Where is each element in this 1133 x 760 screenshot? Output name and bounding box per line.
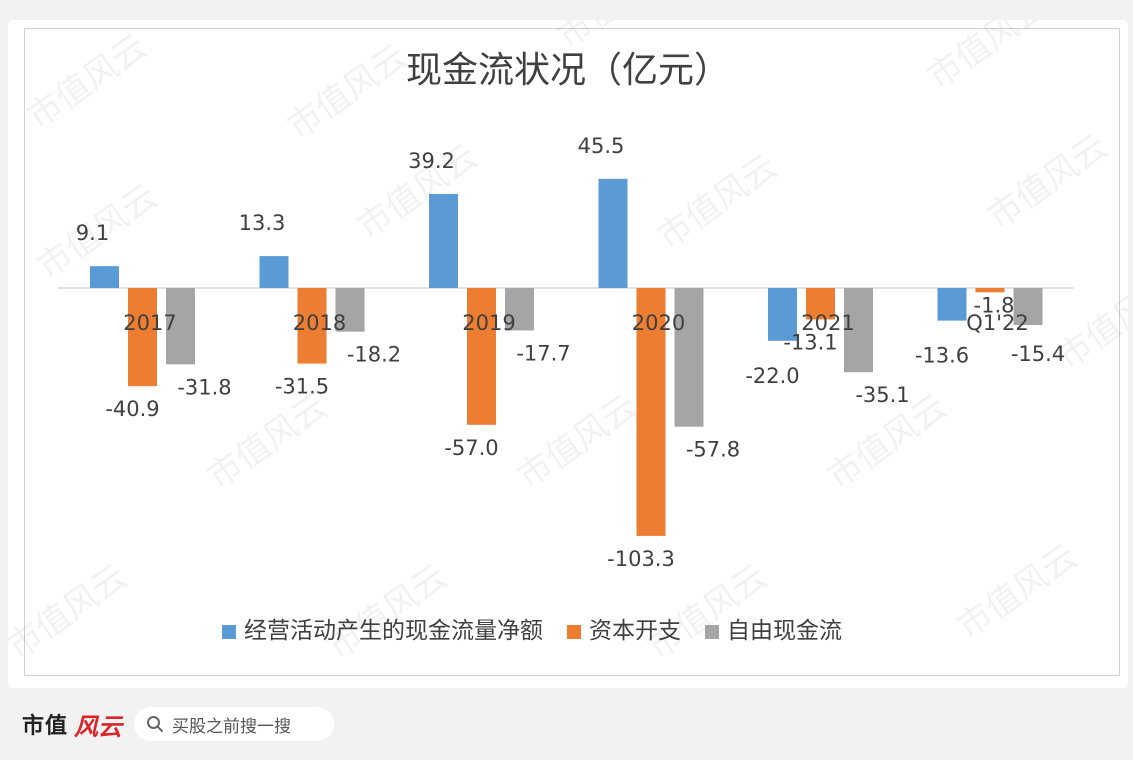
category-label: Q1'22: [966, 311, 1028, 335]
category-label: 2019: [462, 311, 515, 335]
bar-2020-series-1: [636, 288, 666, 536]
bar-2019-series-2: [505, 288, 534, 331]
legend-swatch: [222, 625, 236, 639]
bar-2017-series-2: [166, 288, 195, 365]
legend-swatch: [705, 625, 719, 639]
chart-card: 市值风云 市值风云 市值风云 市值风云 市值风云 市值风云 市值风云 市值风云 市值风云 市值风云…: [8, 20, 1128, 688]
search-box[interactable]: 买股之前搜一搜: [134, 707, 335, 741]
brand-logo[interactable]: 市值 风云: [22, 706, 122, 742]
bar-2021-series-0: [768, 288, 797, 341]
brand-name: 市值: [22, 713, 69, 739]
search-placeholder: 买股之前搜一搜: [172, 716, 292, 737]
bar-2021-series-1: [806, 288, 835, 320]
legend-label: 资本开支: [589, 618, 681, 644]
search-icon: [147, 716, 164, 732]
watermark: 市值风云: [320, 557, 454, 668]
data-label: -1.8: [974, 293, 1015, 317]
data-label: -13.1: [783, 330, 837, 354]
bar-Q122-series-2: [1013, 288, 1043, 325]
data-label: -40.9: [105, 397, 159, 421]
data-label: -35.1: [855, 383, 909, 407]
legend-swatch: [567, 625, 581, 639]
watermark: 市值风云: [950, 537, 1084, 648]
data-label: -15.4: [1011, 342, 1065, 366]
data-label: -17.7: [516, 341, 570, 365]
data-label: -31.8: [177, 375, 231, 399]
bar-2020-series-2: [674, 288, 704, 427]
chart-frame: [24, 28, 1120, 676]
data-label: -57.8: [686, 438, 740, 462]
data-label: 9.1: [76, 221, 109, 245]
bar-2017-series-0: [90, 266, 119, 288]
bar-Q122-series-1: [975, 288, 1005, 293]
watermark: 市值风云: [8, 557, 135, 668]
category-label: 2018: [293, 311, 346, 335]
bar-2021-series-2: [844, 288, 873, 373]
footer: 市值 风云 买股之前搜一搜: [22, 706, 335, 742]
watermark: 市值风云: [920, 20, 1054, 97]
watermark: 市值风云: [640, 557, 774, 668]
watermark: 市值风云: [20, 27, 154, 138]
legend-label: 自由现金流: [727, 618, 842, 644]
watermark: 市值风云: [980, 127, 1114, 238]
data-label: 13.3: [239, 211, 286, 235]
watermark: 市值风云: [200, 387, 334, 498]
bar-2017-series-1: [128, 288, 157, 387]
legend-label: 经营活动产生的现金流量净额: [244, 618, 543, 644]
watermark: 市值风云: [650, 147, 784, 258]
brand-script: 风云: [74, 711, 123, 741]
data-label: -22.0: [745, 364, 799, 388]
watermark: 市值风云: [280, 37, 414, 148]
data-label: -57.0: [444, 436, 498, 460]
category-label: 2021: [801, 311, 854, 335]
category-label: 2020: [632, 311, 685, 335]
data-label: 45.5: [578, 134, 625, 158]
bar-Q122-series-0: [937, 288, 967, 321]
data-label: -13.6: [915, 344, 969, 368]
data-label: -103.3: [607, 547, 675, 571]
category-label: 2017: [123, 311, 176, 335]
data-label: -18.2: [347, 343, 401, 367]
data-label: 39.2: [408, 149, 455, 173]
watermark: 市值风云: [510, 387, 644, 498]
data-label: -31.5: [275, 375, 329, 399]
bar-2020-series-0: [598, 178, 628, 288]
bar-2018-series-2: [335, 288, 365, 332]
bar-2018-series-0: [259, 256, 289, 288]
chart-title: 现金流状况（亿元）: [406, 50, 730, 91]
bar-2019-series-0: [429, 193, 458, 288]
bar-2018-series-1: [297, 288, 327, 364]
bar-2019-series-1: [467, 288, 496, 425]
